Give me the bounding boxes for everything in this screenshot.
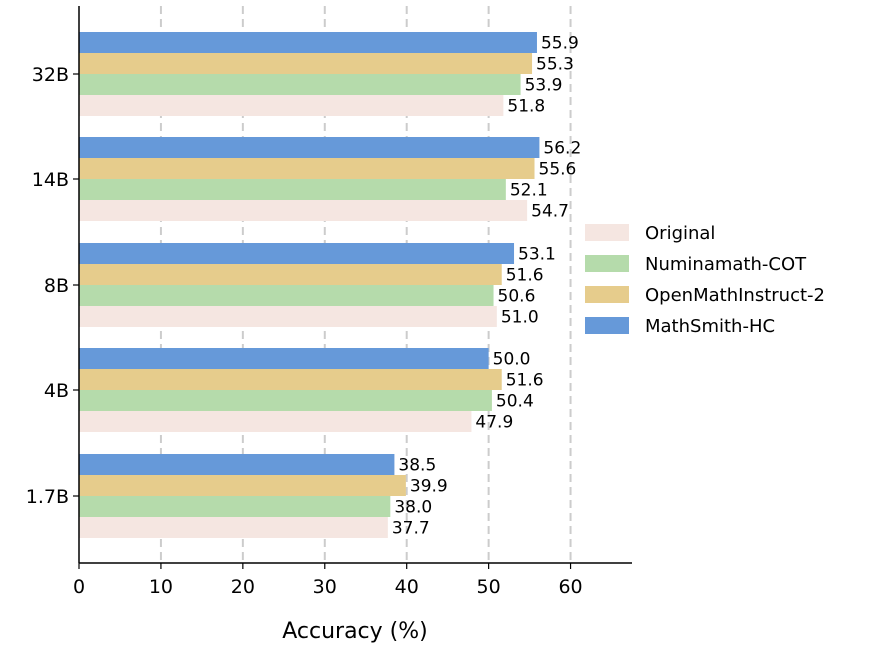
bar-14b-openmathinstruct-2 [79, 158, 535, 179]
y-tick-label-32b: 32B [32, 64, 69, 86]
bar-1-7b-numinamath-cot [79, 496, 391, 517]
data-label-4b-original: 47.9 [475, 413, 513, 433]
bar-8b-original [79, 306, 497, 327]
bar-14b-numinamath-cot [79, 179, 506, 200]
x-tick-label-20: 20 [231, 576, 255, 598]
bar-4b-openmathinstruct-2 [79, 369, 502, 390]
y-tick-label-1-7b: 1.7B [26, 486, 69, 508]
bar-32b-mathsmith-hc [79, 32, 537, 53]
x-tick-label-50: 50 [477, 576, 501, 598]
x-tick-label-0: 0 [73, 576, 85, 598]
data-labels: 55.955.353.951.856.255.652.154.753.151.6… [392, 34, 581, 539]
data-label-32b-original: 51.8 [507, 97, 545, 117]
bar-14b-mathsmith-hc [79, 137, 540, 158]
legend-label-openmathinstruct-2: OpenMathInstruct-2 [645, 285, 825, 306]
x-tick-label-10: 10 [149, 576, 173, 598]
bar-1-7b-mathsmith-hc [79, 454, 395, 475]
data-label-8b-numinamath-cot: 50.6 [498, 287, 536, 307]
x-tick-label-30: 30 [313, 576, 337, 598]
data-label-1-7b-original: 37.7 [392, 519, 430, 539]
data-label-1-7b-openmathinstruct-2: 39.9 [410, 477, 448, 497]
x-axis-title: Accuracy (%) [282, 619, 428, 644]
legend-label-numinamath-cot: Numinamath-COT [645, 254, 807, 275]
bar-4b-numinamath-cot [79, 390, 492, 411]
bar-32b-numinamath-cot [79, 74, 521, 95]
y-tick-label-4b: 4B [44, 380, 69, 402]
data-label-14b-original: 54.7 [531, 202, 569, 222]
data-label-4b-openmathinstruct-2: 51.6 [506, 371, 544, 391]
data-label-8b-original: 51.0 [501, 308, 539, 328]
bar-14b-original [79, 200, 528, 221]
data-label-4b-numinamath-cot: 50.4 [496, 392, 534, 412]
data-label-32b-numinamath-cot: 53.9 [525, 76, 563, 96]
x-tick-label-60: 60 [558, 576, 582, 598]
data-label-14b-mathsmith-hc: 56.2 [543, 139, 581, 159]
bar-4b-original [79, 411, 472, 432]
bars [79, 32, 540, 538]
data-label-14b-openmathinstruct-2: 55.6 [539, 160, 577, 180]
y-tick-label-8b: 8B [44, 275, 69, 297]
legend-swatch-numinamath-cot [585, 255, 629, 272]
legend-label-mathsmith-hc: MathSmith-HC [645, 316, 775, 337]
bar-8b-openmathinstruct-2 [79, 264, 502, 285]
bar-32b-original [79, 95, 504, 116]
data-label-14b-numinamath-cot: 52.1 [510, 181, 548, 201]
legend-swatch-mathsmith-hc [585, 317, 629, 334]
bar-8b-mathsmith-hc [79, 243, 515, 264]
bar-1-7b-openmathinstruct-2 [79, 475, 406, 496]
data-label-32b-mathsmith-hc: 55.9 [541, 34, 579, 54]
legend: Original Numinamath-COT OpenMathInstruct-2… [585, 223, 825, 337]
y-tick-label-14b: 14B [32, 169, 69, 191]
bar-32b-openmathinstruct-2 [79, 53, 533, 74]
data-label-1-7b-mathsmith-hc: 38.5 [398, 456, 436, 476]
legend-swatch-original [585, 224, 629, 241]
data-label-8b-mathsmith-hc: 53.1 [518, 245, 556, 265]
data-label-8b-openmathinstruct-2: 51.6 [506, 266, 544, 286]
data-label-4b-mathsmith-hc: 50.0 [493, 350, 531, 370]
legend-label-original: Original [645, 223, 715, 244]
bar-1-7b-original [79, 517, 388, 538]
data-label-1-7b-numinamath-cot: 38.0 [394, 498, 432, 518]
bar-4b-mathsmith-hc [79, 348, 489, 369]
axes: 0 10 20 30 40 50 60 32B 14B 8B 4B 1.7B [26, 6, 632, 598]
legend-swatch-openmathinstruct-2 [585, 286, 629, 303]
bar-8b-numinamath-cot [79, 285, 494, 306]
data-label-32b-openmathinstruct-2: 55.3 [536, 55, 574, 75]
x-tick-label-40: 40 [395, 576, 419, 598]
